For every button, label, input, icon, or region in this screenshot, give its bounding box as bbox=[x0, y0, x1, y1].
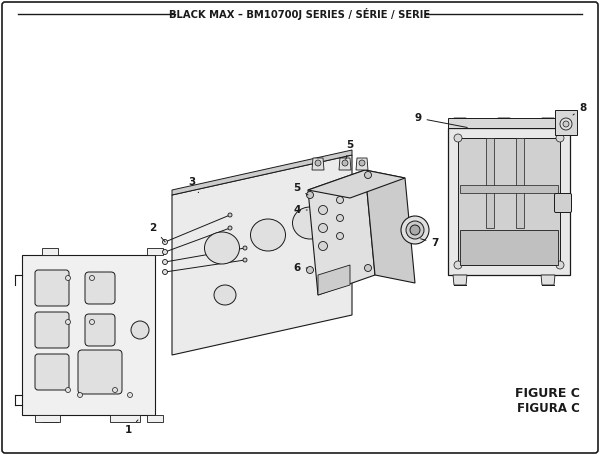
Polygon shape bbox=[453, 118, 467, 128]
Ellipse shape bbox=[556, 134, 564, 142]
Ellipse shape bbox=[337, 214, 343, 222]
Text: 6: 6 bbox=[293, 263, 307, 273]
Ellipse shape bbox=[205, 232, 239, 264]
Text: BLACK MAX – BM10700J SERIES / SÉRIE / SERIE: BLACK MAX – BM10700J SERIES / SÉRIE / SE… bbox=[169, 8, 431, 20]
Polygon shape bbox=[356, 158, 368, 170]
Polygon shape bbox=[42, 248, 58, 255]
FancyBboxPatch shape bbox=[78, 350, 122, 394]
Polygon shape bbox=[147, 415, 163, 422]
Text: FIGURE C: FIGURE C bbox=[515, 387, 580, 400]
Ellipse shape bbox=[342, 160, 348, 166]
Ellipse shape bbox=[113, 388, 118, 393]
FancyBboxPatch shape bbox=[35, 312, 69, 348]
Ellipse shape bbox=[65, 319, 71, 324]
Ellipse shape bbox=[163, 259, 167, 264]
Ellipse shape bbox=[359, 160, 365, 166]
Text: 3: 3 bbox=[188, 177, 199, 192]
Ellipse shape bbox=[319, 223, 328, 233]
Polygon shape bbox=[35, 415, 60, 422]
FancyBboxPatch shape bbox=[554, 193, 571, 212]
Text: 9: 9 bbox=[415, 113, 467, 127]
Ellipse shape bbox=[128, 393, 133, 398]
Polygon shape bbox=[458, 138, 560, 265]
Text: 1: 1 bbox=[124, 420, 138, 435]
Ellipse shape bbox=[401, 216, 429, 244]
Polygon shape bbox=[147, 248, 163, 255]
Ellipse shape bbox=[410, 225, 420, 235]
Ellipse shape bbox=[307, 267, 314, 273]
Ellipse shape bbox=[337, 197, 343, 203]
Text: 5: 5 bbox=[346, 140, 353, 159]
Polygon shape bbox=[308, 170, 375, 295]
Ellipse shape bbox=[293, 207, 328, 239]
Polygon shape bbox=[541, 118, 555, 128]
Ellipse shape bbox=[560, 118, 572, 130]
Polygon shape bbox=[448, 128, 570, 275]
Ellipse shape bbox=[163, 249, 167, 254]
Ellipse shape bbox=[251, 219, 286, 251]
Text: FIGURA C: FIGURA C bbox=[517, 402, 580, 415]
Polygon shape bbox=[541, 275, 555, 285]
Ellipse shape bbox=[365, 264, 371, 272]
Ellipse shape bbox=[65, 275, 71, 280]
Ellipse shape bbox=[319, 206, 328, 214]
Ellipse shape bbox=[89, 275, 95, 280]
Polygon shape bbox=[460, 230, 558, 265]
Ellipse shape bbox=[243, 246, 247, 250]
Polygon shape bbox=[312, 158, 324, 170]
Polygon shape bbox=[172, 155, 352, 355]
Polygon shape bbox=[516, 138, 524, 228]
FancyBboxPatch shape bbox=[35, 354, 69, 390]
Ellipse shape bbox=[243, 258, 247, 262]
Ellipse shape bbox=[307, 192, 314, 198]
Polygon shape bbox=[448, 118, 570, 128]
Ellipse shape bbox=[65, 388, 71, 393]
Ellipse shape bbox=[77, 393, 83, 398]
Text: 4: 4 bbox=[293, 205, 307, 215]
Polygon shape bbox=[555, 110, 577, 135]
Polygon shape bbox=[172, 150, 352, 195]
Polygon shape bbox=[453, 275, 467, 285]
Polygon shape bbox=[22, 255, 155, 415]
Polygon shape bbox=[486, 138, 494, 228]
Polygon shape bbox=[365, 170, 415, 283]
Ellipse shape bbox=[337, 233, 343, 239]
Ellipse shape bbox=[365, 172, 371, 178]
Ellipse shape bbox=[406, 221, 424, 239]
Text: 7: 7 bbox=[421, 238, 439, 248]
FancyBboxPatch shape bbox=[85, 272, 115, 304]
Text: 8: 8 bbox=[573, 103, 587, 115]
Text: 5: 5 bbox=[293, 183, 308, 195]
Text: 2: 2 bbox=[149, 223, 165, 242]
Polygon shape bbox=[318, 265, 350, 295]
Polygon shape bbox=[460, 185, 558, 193]
Ellipse shape bbox=[214, 285, 236, 305]
Polygon shape bbox=[497, 118, 511, 128]
Ellipse shape bbox=[315, 160, 321, 166]
Ellipse shape bbox=[556, 261, 564, 269]
Ellipse shape bbox=[454, 261, 462, 269]
Ellipse shape bbox=[131, 321, 149, 339]
Ellipse shape bbox=[563, 121, 569, 127]
Ellipse shape bbox=[89, 319, 95, 324]
Ellipse shape bbox=[163, 239, 167, 244]
Ellipse shape bbox=[228, 226, 232, 230]
FancyBboxPatch shape bbox=[85, 314, 115, 346]
Ellipse shape bbox=[163, 269, 167, 274]
Polygon shape bbox=[339, 158, 351, 170]
Ellipse shape bbox=[319, 242, 328, 251]
Ellipse shape bbox=[454, 134, 462, 142]
FancyBboxPatch shape bbox=[35, 270, 69, 306]
Polygon shape bbox=[110, 415, 140, 422]
Ellipse shape bbox=[228, 213, 232, 217]
Polygon shape bbox=[308, 170, 405, 198]
Polygon shape bbox=[42, 415, 58, 422]
